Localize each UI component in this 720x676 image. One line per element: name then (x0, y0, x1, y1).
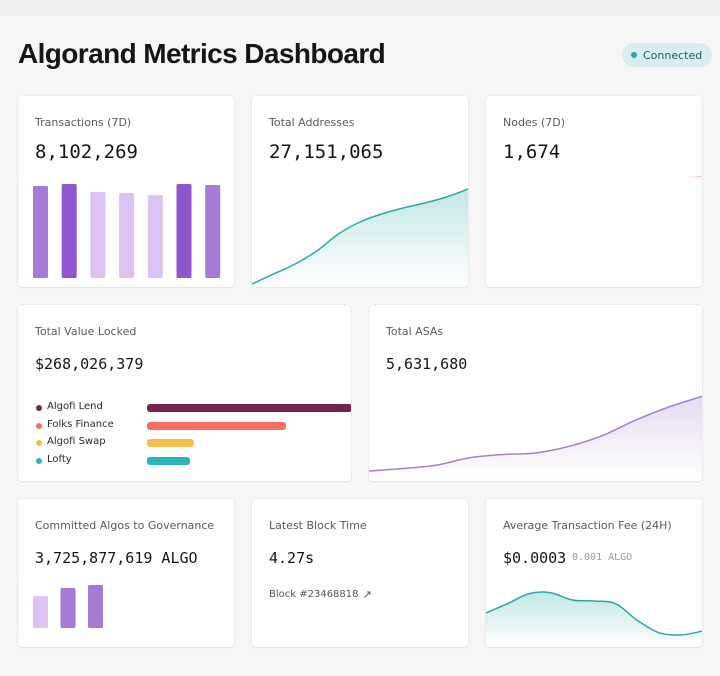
bar-mark (119, 193, 135, 278)
bar-mark (147, 421, 286, 430)
legend-label: Lofty (47, 454, 72, 466)
bar-mark (147, 195, 163, 278)
status-dot-icon (631, 52, 637, 58)
card-value: 1,674 (503, 141, 561, 163)
legend-dot-icon (36, 405, 42, 411)
card-total-asas[interactable]: Total ASAs 5,631,680 (369, 305, 702, 481)
status-badge: Connected (622, 43, 713, 67)
bar-mark (88, 585, 103, 628)
tvl-row: Folks Finance (36, 419, 351, 433)
card-nodes[interactable]: Nodes (7D) 1,674 (486, 96, 702, 287)
card-average-fee[interactable]: Average Transaction Fee (24H) $0.0003 0.… (486, 499, 702, 647)
block-number: Block #23468818 (269, 589, 359, 600)
series-line (486, 591, 702, 636)
card-title: Nodes (7D) (503, 116, 565, 129)
asas-area-chart (369, 395, 702, 481)
transactions-bar-chart (18, 180, 221, 278)
bar-mark (33, 186, 48, 278)
addresses-area-chart (252, 188, 468, 287)
bar-mark (61, 184, 77, 278)
block-explorer-link[interactable]: Block #23468818 ↗ (269, 588, 372, 601)
card-title: Total Value Locked (35, 325, 137, 338)
card-value: 27,151,065 (269, 141, 384, 163)
bar-mark (176, 184, 192, 278)
bar-mark (60, 588, 76, 628)
bar-mark (147, 404, 351, 412)
card-total-value-locked[interactable]: Total Value Locked $268,026,379 Algofi L… (18, 305, 351, 481)
fee-area-chart (486, 591, 702, 647)
series-line (369, 395, 702, 472)
card-latest-block-time[interactable]: Latest Block Time 4.27s Block #23468818 … (252, 499, 468, 647)
bar-mark (205, 185, 221, 278)
page-title: Algorand Metrics Dashboard (18, 38, 386, 69)
card-value: 5,631,680 (386, 355, 468, 373)
top-strip (0, 0, 720, 16)
card-value: 4.27s (269, 549, 315, 567)
legend-dot-icon (36, 440, 42, 447)
card-value: $0.0003 (503, 549, 567, 567)
legend-dot-icon (36, 458, 42, 465)
arrow-up-right-icon: ↗ (362, 588, 372, 601)
area-fill (252, 189, 468, 287)
tvl-row: Lofty (36, 454, 351, 468)
card-title: Latest Block Time (269, 519, 367, 532)
card-total-addresses[interactable]: Total Addresses 27,151,065 (252, 96, 468, 287)
bar-mark (33, 596, 48, 628)
card-title: Total ASAs (386, 325, 444, 338)
tvl-row: Algofi Swap (36, 436, 351, 450)
card-title: Average Transaction Fee (24H) (503, 519, 672, 532)
card-value: $268,026,379 (35, 355, 144, 373)
series-line (252, 188, 468, 285)
legend-label: Algofi Lend (47, 401, 103, 412)
tvl-row: Algofi Lend (36, 401, 351, 415)
area-fill (486, 592, 702, 647)
fee-algo-value: 0.001 ALGO (572, 552, 633, 563)
card-value: 8,102,269 (35, 141, 138, 163)
legend-label: Folks Finance (47, 418, 114, 430)
card-value: 3,725,877,619 ALGO (35, 549, 198, 567)
bar-mark (147, 457, 190, 466)
bar-mark (147, 439, 194, 448)
governance-bar-chart (18, 583, 103, 628)
bar-mark (90, 192, 106, 278)
card-governance[interactable]: Committed Algos to Governance 3,725,877,… (18, 499, 234, 647)
card-title: Committed Algos to Governance (35, 519, 215, 532)
nodes-line-chart (685, 176, 702, 177)
area-fill (369, 396, 702, 481)
card-transactions[interactable]: Transactions (7D) 8,102,269 (18, 96, 234, 287)
legend-label: Algofi Swap (47, 436, 106, 448)
card-title: Transactions (7D) (35, 116, 132, 129)
legend-dot-icon (36, 422, 42, 429)
status-label: Connected (643, 48, 703, 62)
card-title: Total Addresses (269, 116, 355, 129)
